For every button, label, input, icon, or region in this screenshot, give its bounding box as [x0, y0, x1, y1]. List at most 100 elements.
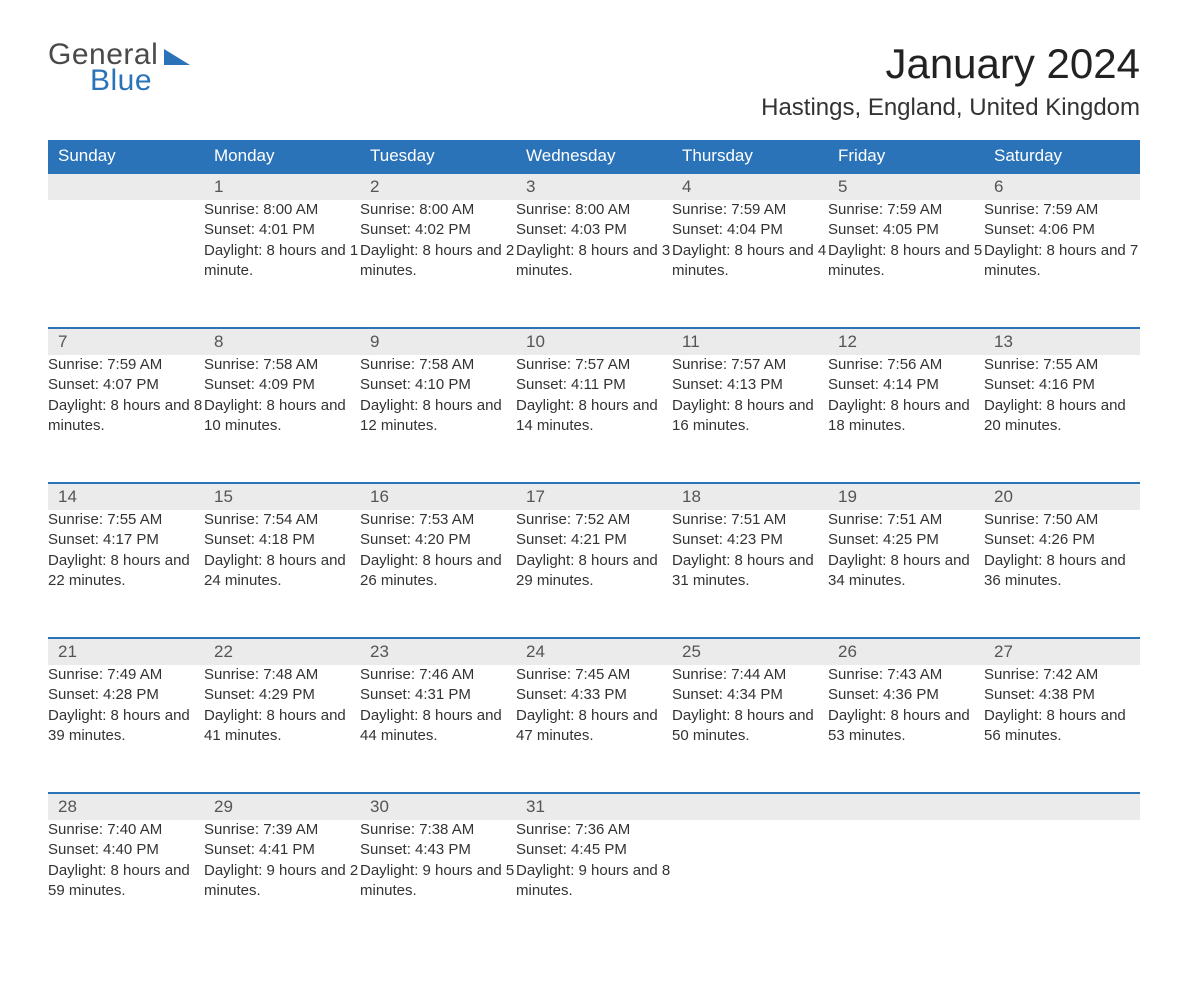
daylight-line: Daylight: 8 hours and 12 minutes.	[360, 396, 516, 437]
day-number-row: 123456	[48, 173, 1140, 200]
sunrise-line: Sunrise: 7:43 AM	[828, 665, 984, 685]
sunrise-line: Sunrise: 7:49 AM	[48, 665, 204, 685]
sunset-line: Sunset: 4:09 PM	[204, 375, 360, 395]
sunset-line: Sunset: 4:40 PM	[48, 840, 204, 860]
day-detail-cell	[48, 200, 204, 328]
day-number-cell: 9	[360, 328, 516, 355]
day-detail-cell	[984, 820, 1140, 948]
day-number-cell: 22	[204, 638, 360, 665]
day-number-cell: 19	[828, 483, 984, 510]
header: General Blue January 2024 Hastings, Engl…	[48, 40, 1140, 122]
day-detail-cell: Sunrise: 7:45 AMSunset: 4:33 PMDaylight:…	[516, 665, 672, 793]
day-number-cell	[828, 793, 984, 820]
daylight-line: Daylight: 8 hours and 14 minutes.	[516, 396, 672, 437]
day-detail-cell	[672, 820, 828, 948]
daylight-line: Daylight: 8 hours and 1 minute.	[204, 241, 360, 282]
sunrise-line: Sunrise: 8:00 AM	[360, 200, 516, 220]
logo: General Blue	[48, 40, 190, 96]
day-detail-cell: Sunrise: 7:57 AMSunset: 4:11 PMDaylight:…	[516, 355, 672, 483]
sunset-line: Sunset: 4:04 PM	[672, 220, 828, 240]
day-number-cell: 8	[204, 328, 360, 355]
sunrise-line: Sunrise: 7:36 AM	[516, 820, 672, 840]
day-number-cell: 25	[672, 638, 828, 665]
daylight-line: Daylight: 8 hours and 29 minutes.	[516, 551, 672, 592]
daylight-line: Daylight: 8 hours and 3 minutes.	[516, 241, 672, 282]
sunrise-line: Sunrise: 7:59 AM	[984, 200, 1140, 220]
sunset-line: Sunset: 4:03 PM	[516, 220, 672, 240]
day-detail-cell: Sunrise: 7:50 AMSunset: 4:26 PMDaylight:…	[984, 510, 1140, 638]
sunset-line: Sunset: 4:28 PM	[48, 685, 204, 705]
sunrise-line: Sunrise: 7:55 AM	[48, 510, 204, 530]
sunrise-line: Sunrise: 7:46 AM	[360, 665, 516, 685]
daylight-line: Daylight: 8 hours and 5 minutes.	[828, 241, 984, 282]
day-detail-cell: Sunrise: 7:59 AMSunset: 4:05 PMDaylight:…	[828, 200, 984, 328]
sunset-line: Sunset: 4:11 PM	[516, 375, 672, 395]
sunset-line: Sunset: 4:18 PM	[204, 530, 360, 550]
sunset-line: Sunset: 4:31 PM	[360, 685, 516, 705]
day-number-cell: 14	[48, 483, 204, 510]
day-detail-cell: Sunrise: 7:52 AMSunset: 4:21 PMDaylight:…	[516, 510, 672, 638]
day-detail-row: Sunrise: 8:00 AMSunset: 4:01 PMDaylight:…	[48, 200, 1140, 328]
sunrise-line: Sunrise: 7:45 AM	[516, 665, 672, 685]
weekday-header: Tuesday	[360, 140, 516, 173]
day-detail-cell: Sunrise: 7:59 AMSunset: 4:04 PMDaylight:…	[672, 200, 828, 328]
sunset-line: Sunset: 4:14 PM	[828, 375, 984, 395]
day-detail-cell: Sunrise: 7:40 AMSunset: 4:40 PMDaylight:…	[48, 820, 204, 948]
day-number-cell: 5	[828, 173, 984, 200]
day-number-cell: 18	[672, 483, 828, 510]
sunset-line: Sunset: 4:38 PM	[984, 685, 1140, 705]
daylight-line: Daylight: 8 hours and 36 minutes.	[984, 551, 1140, 592]
title-block: January 2024 Hastings, England, United K…	[761, 40, 1140, 122]
day-number-cell: 3	[516, 173, 672, 200]
sunrise-line: Sunrise: 7:40 AM	[48, 820, 204, 840]
day-detail-cell: Sunrise: 7:51 AMSunset: 4:25 PMDaylight:…	[828, 510, 984, 638]
daylight-line: Daylight: 8 hours and 41 minutes.	[204, 706, 360, 747]
daylight-line: Daylight: 8 hours and 31 minutes.	[672, 551, 828, 592]
sunset-line: Sunset: 4:01 PM	[204, 220, 360, 240]
weekday-header: Sunday	[48, 140, 204, 173]
daylight-line: Daylight: 8 hours and 7 minutes.	[984, 241, 1140, 282]
weekday-header: Monday	[204, 140, 360, 173]
daylight-line: Daylight: 9 hours and 2 minutes.	[204, 861, 360, 902]
daylight-line: Daylight: 8 hours and 47 minutes.	[516, 706, 672, 747]
sunset-line: Sunset: 4:10 PM	[360, 375, 516, 395]
calendar-table: Sunday Monday Tuesday Wednesday Thursday…	[48, 140, 1140, 948]
daylight-line: Daylight: 9 hours and 8 minutes.	[516, 861, 672, 902]
day-number-row: 14151617181920	[48, 483, 1140, 510]
daylight-line: Daylight: 8 hours and 26 minutes.	[360, 551, 516, 592]
sunset-line: Sunset: 4:13 PM	[672, 375, 828, 395]
day-number-row: 21222324252627	[48, 638, 1140, 665]
day-detail-cell: Sunrise: 8:00 AMSunset: 4:03 PMDaylight:…	[516, 200, 672, 328]
day-detail-row: Sunrise: 7:49 AMSunset: 4:28 PMDaylight:…	[48, 665, 1140, 793]
sunset-line: Sunset: 4:06 PM	[984, 220, 1140, 240]
daylight-line: Daylight: 8 hours and 56 minutes.	[984, 706, 1140, 747]
day-detail-cell: Sunrise: 7:53 AMSunset: 4:20 PMDaylight:…	[360, 510, 516, 638]
day-number-cell: 23	[360, 638, 516, 665]
day-detail-row: Sunrise: 7:40 AMSunset: 4:40 PMDaylight:…	[48, 820, 1140, 948]
month-title: January 2024	[761, 40, 1140, 88]
sunrise-line: Sunrise: 7:56 AM	[828, 355, 984, 375]
day-detail-cell: Sunrise: 7:56 AMSunset: 4:14 PMDaylight:…	[828, 355, 984, 483]
day-number-cell: 24	[516, 638, 672, 665]
sunrise-line: Sunrise: 8:00 AM	[516, 200, 672, 220]
day-detail-cell: Sunrise: 7:39 AMSunset: 4:41 PMDaylight:…	[204, 820, 360, 948]
day-detail-cell: Sunrise: 7:36 AMSunset: 4:45 PMDaylight:…	[516, 820, 672, 948]
sunrise-line: Sunrise: 7:39 AM	[204, 820, 360, 840]
daylight-line: Daylight: 8 hours and 39 minutes.	[48, 706, 204, 747]
day-detail-cell	[828, 820, 984, 948]
day-number-cell: 10	[516, 328, 672, 355]
day-number-cell: 28	[48, 793, 204, 820]
logo-word-2: Blue	[48, 66, 152, 96]
daylight-line: Daylight: 8 hours and 10 minutes.	[204, 396, 360, 437]
day-number-cell	[672, 793, 828, 820]
day-detail-cell: Sunrise: 8:00 AMSunset: 4:02 PMDaylight:…	[360, 200, 516, 328]
daylight-line: Daylight: 8 hours and 34 minutes.	[828, 551, 984, 592]
sunrise-line: Sunrise: 7:48 AM	[204, 665, 360, 685]
sunset-line: Sunset: 4:16 PM	[984, 375, 1140, 395]
day-detail-cell: Sunrise: 7:51 AMSunset: 4:23 PMDaylight:…	[672, 510, 828, 638]
day-number-cell: 31	[516, 793, 672, 820]
daylight-line: Daylight: 8 hours and 53 minutes.	[828, 706, 984, 747]
day-detail-cell: Sunrise: 8:00 AMSunset: 4:01 PMDaylight:…	[204, 200, 360, 328]
day-number-cell: 12	[828, 328, 984, 355]
day-detail-cell: Sunrise: 7:44 AMSunset: 4:34 PMDaylight:…	[672, 665, 828, 793]
